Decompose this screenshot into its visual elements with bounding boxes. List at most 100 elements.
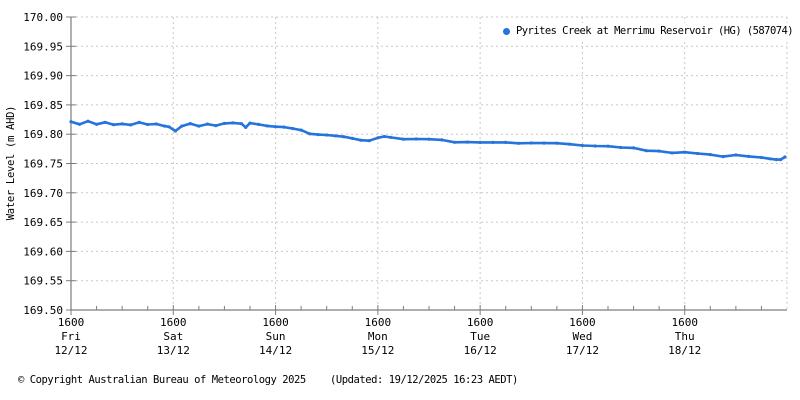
series-point	[376, 136, 380, 140]
x-tick-label-time: 1600	[262, 316, 289, 329]
series-point	[188, 122, 192, 126]
series-point	[137, 120, 141, 124]
series-point	[783, 155, 787, 159]
updated-text: (Updated: 19/12/2025 16:23 AEDT)	[330, 374, 518, 386]
series-point	[231, 121, 235, 125]
series-point	[542, 141, 546, 145]
series-point	[465, 140, 469, 144]
x-tick-label-day: Mon	[368, 330, 388, 343]
series-point	[103, 120, 107, 124]
series-point	[367, 139, 371, 143]
series-point	[77, 122, 82, 126]
series-point	[173, 129, 177, 133]
x-tick-label-day: Sat	[163, 330, 183, 343]
x-tick-label-time: 1600	[365, 316, 392, 329]
series-point	[308, 132, 312, 136]
series-point	[86, 119, 90, 123]
series-point	[427, 137, 431, 141]
x-tick-label-day: Sun	[266, 330, 286, 343]
x-tick-label-time: 1600	[671, 316, 698, 329]
x-tick-label-date: 12/12	[54, 344, 87, 357]
series-point	[747, 154, 751, 158]
legend-label: Pyrites Creek at Merrimu Reservoir (HG) …	[516, 25, 794, 37]
series-point	[695, 151, 700, 156]
series-point	[239, 122, 244, 126]
series-point	[382, 134, 386, 139]
y-tick-label: 170.00	[23, 11, 63, 24]
series-point	[453, 140, 457, 144]
series-point	[734, 153, 738, 157]
x-tick-label-time: 1600	[160, 316, 187, 329]
y-tick-label: 169.85	[23, 99, 63, 112]
grid-lines	[71, 16, 788, 310]
series-point	[282, 125, 286, 129]
series-point	[779, 158, 783, 162]
legend: Pyrites Creek at Merrimu Reservoir (HG) …	[500, 23, 797, 39]
series-point	[154, 122, 158, 126]
series-layer	[69, 119, 787, 162]
series-point	[568, 142, 572, 146]
x-tick-label-date: 13/12	[157, 344, 190, 357]
series-point	[214, 124, 218, 128]
x-tick-label-day: Tue	[470, 330, 490, 343]
y-tick-label: 169.75	[23, 158, 63, 171]
x-tick-label-time: 1600	[467, 316, 494, 329]
series-point	[112, 123, 116, 127]
axis-labels: 170.00 169.95 169.90 169.85 169.80 169.75 169.…	[23, 11, 701, 357]
series-point	[632, 146, 636, 150]
series-point	[256, 122, 261, 126]
axis-ticks	[66, 16, 762, 315]
series-point	[167, 125, 171, 129]
series-point	[516, 141, 521, 145]
x-tick-label-date: 18/12	[668, 344, 701, 357]
series-point	[333, 134, 337, 138]
series-point	[248, 121, 252, 125]
series-point	[69, 120, 73, 124]
legend-marker-icon	[503, 27, 510, 35]
series-point	[274, 125, 278, 129]
x-tick-label-time: 1600	[569, 316, 596, 329]
series-point	[440, 138, 444, 142]
series-point	[299, 128, 303, 132]
y-tick-label: 169.95	[23, 40, 63, 53]
series-point	[342, 135, 346, 139]
series-point	[95, 122, 99, 126]
x-tick-label-date: 15/12	[361, 344, 394, 357]
series-point	[222, 121, 226, 125]
series-point	[205, 122, 209, 126]
series-point	[146, 122, 150, 127]
series-point	[774, 158, 778, 162]
series-point	[504, 140, 508, 144]
series-point	[670, 151, 674, 155]
y-tick-label: 169.50	[23, 304, 63, 317]
series-point	[619, 145, 623, 150]
series-point	[265, 124, 269, 128]
x-tick-label-time: 1600	[58, 316, 85, 329]
series-point	[708, 153, 712, 157]
x-tick-label-date: 17/12	[566, 344, 599, 357]
series-point	[657, 149, 661, 153]
series-point	[768, 157, 772, 161]
x-tick-label-date: 16/12	[464, 344, 497, 357]
series-point	[478, 140, 482, 144]
series-point	[180, 124, 184, 128]
series-point	[325, 133, 329, 137]
series-point	[580, 143, 585, 148]
series-point	[683, 150, 687, 154]
series-point	[316, 133, 320, 137]
y-tick-label: 169.65	[23, 216, 63, 229]
x-tick-label-date: 14/12	[259, 344, 292, 357]
y-tick-label: 169.70	[23, 187, 63, 200]
series-point	[350, 136, 354, 140]
series-point	[244, 125, 248, 129]
y-axis-title: Water Level (m AHD)	[5, 105, 17, 221]
y-tick-label: 169.90	[23, 70, 63, 83]
series-point	[359, 138, 363, 142]
series-point	[721, 155, 725, 159]
series-point	[163, 124, 167, 128]
series-point	[606, 144, 610, 148]
series-point	[401, 137, 405, 141]
y-tick-label: 169.80	[23, 128, 63, 141]
